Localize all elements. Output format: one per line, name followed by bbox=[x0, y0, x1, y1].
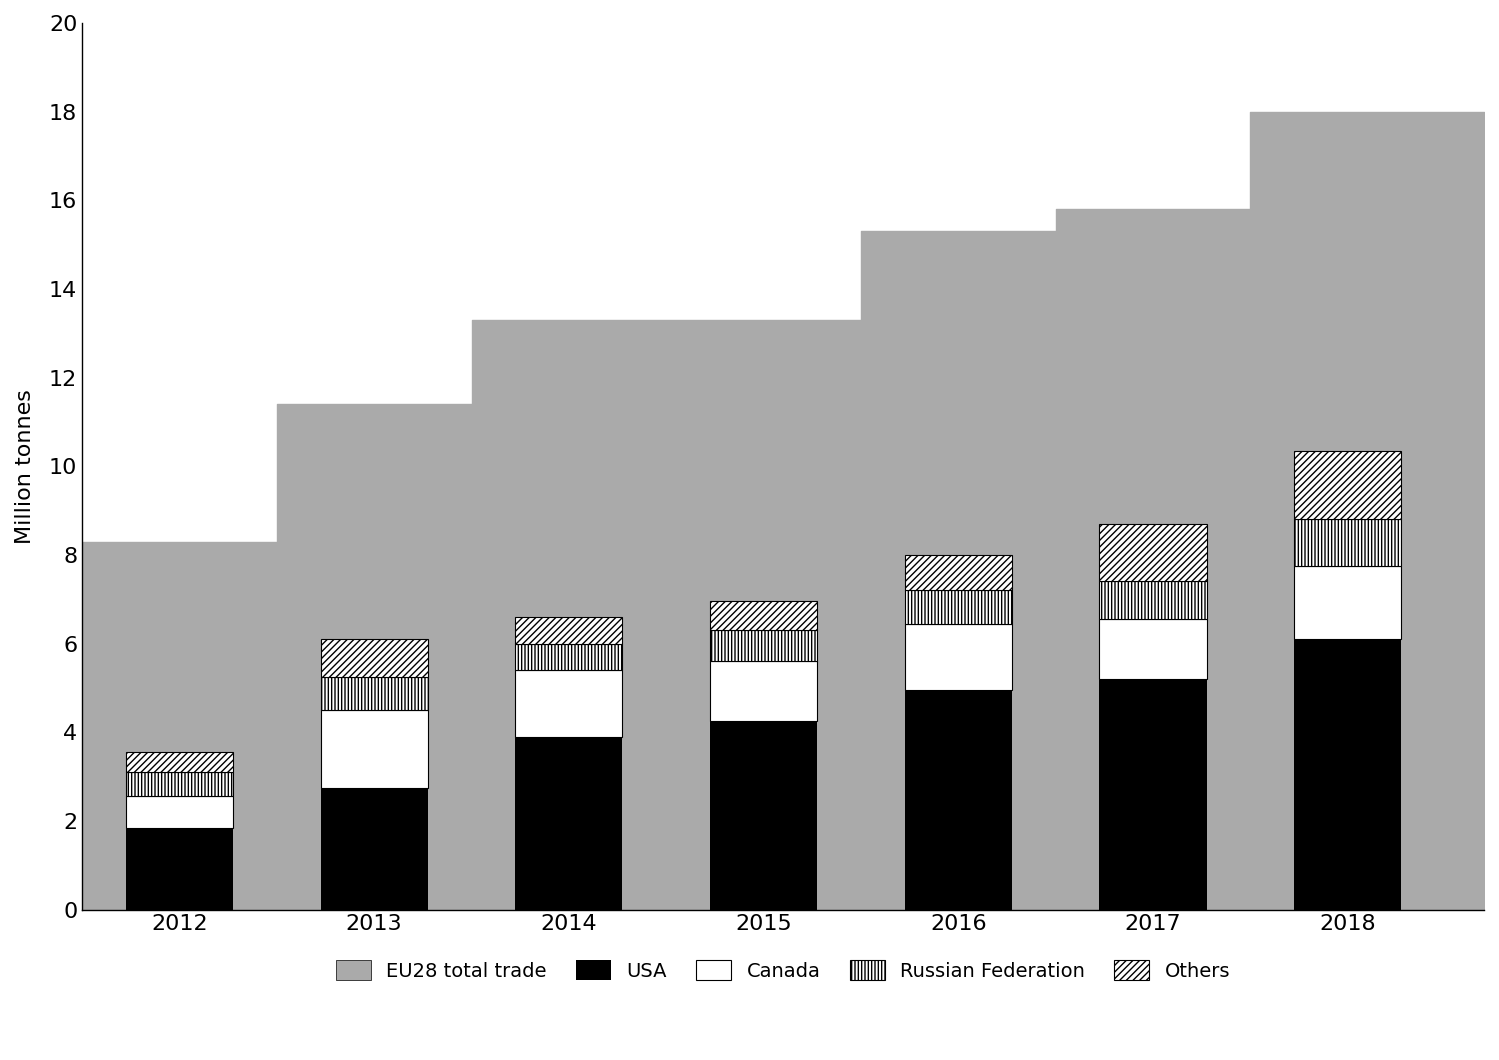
Bar bbox=[1294, 639, 1402, 909]
Bar bbox=[1294, 450, 1402, 519]
Bar bbox=[905, 623, 1012, 690]
Bar bbox=[905, 590, 1012, 623]
Bar bbox=[711, 631, 817, 661]
Bar bbox=[1099, 524, 1207, 582]
Bar bbox=[321, 710, 427, 788]
Bar bbox=[711, 601, 817, 631]
Bar bbox=[321, 788, 427, 909]
Bar bbox=[1294, 566, 1402, 639]
Bar bbox=[321, 639, 427, 676]
Bar bbox=[1294, 519, 1402, 566]
Bar bbox=[1099, 679, 1207, 909]
Bar bbox=[1099, 582, 1207, 619]
Bar bbox=[321, 676, 427, 710]
Bar bbox=[516, 617, 622, 643]
Bar bbox=[126, 753, 232, 772]
Y-axis label: Million tonnes: Million tonnes bbox=[15, 389, 34, 544]
Bar bbox=[516, 737, 622, 909]
Bar bbox=[711, 721, 817, 909]
Bar bbox=[1099, 619, 1207, 679]
Bar bbox=[516, 670, 622, 737]
Bar bbox=[905, 690, 1012, 909]
Bar bbox=[126, 828, 232, 909]
Bar bbox=[905, 554, 1012, 590]
Legend: EU28 total trade, USA, Canada, Russian Federation, Others: EU28 total trade, USA, Canada, Russian F… bbox=[328, 952, 1238, 988]
Bar bbox=[126, 796, 232, 828]
Bar bbox=[126, 772, 232, 796]
Bar bbox=[711, 661, 817, 721]
Bar bbox=[516, 643, 622, 670]
